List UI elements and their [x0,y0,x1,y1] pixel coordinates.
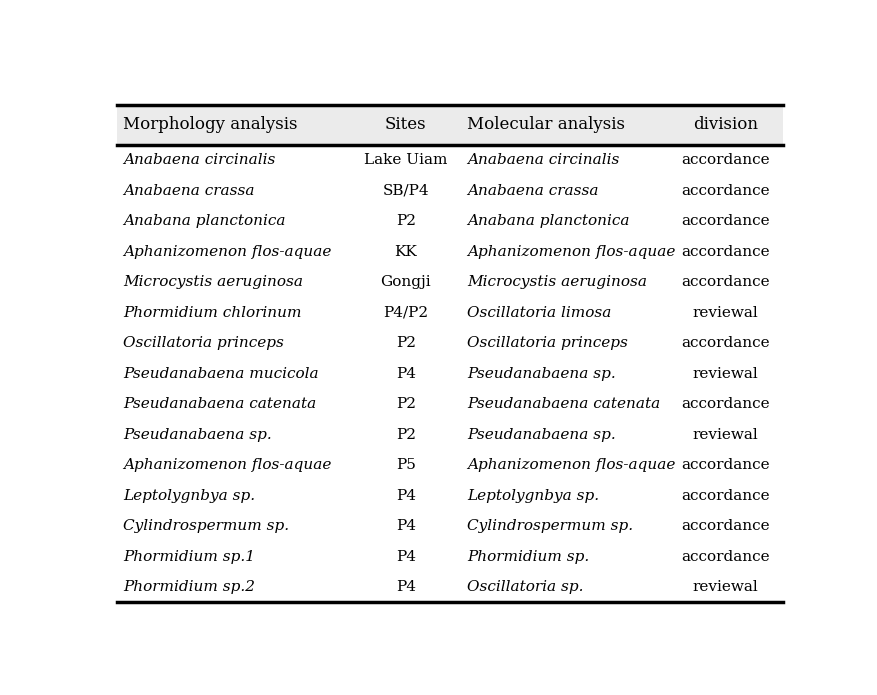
Text: Sites: Sites [384,116,426,133]
Text: KK: KK [394,245,417,259]
Text: Oscillatoria limosa: Oscillatoria limosa [467,306,610,320]
Text: Oscillatoria sp.: Oscillatoria sp. [467,580,583,594]
Text: P2: P2 [396,398,416,411]
Text: accordance: accordance [681,153,769,167]
Text: Microcystis aeruginosa: Microcystis aeruginosa [467,275,646,289]
Text: accordance: accordance [681,519,769,533]
Text: accordance: accordance [681,275,769,289]
Text: reviewal: reviewal [692,580,758,594]
Text: Morphology analysis: Morphology analysis [123,116,297,133]
Text: Anabaena circinalis: Anabaena circinalis [123,153,275,167]
Text: Cylindrospermum sp.: Cylindrospermum sp. [467,519,632,533]
Text: P4: P4 [396,367,416,381]
Text: Pseudanabaena sp.: Pseudanabaena sp. [123,427,272,442]
Text: Aphanizomenon flos-aquae: Aphanizomenon flos-aquae [467,245,674,259]
Text: P4: P4 [396,519,416,533]
Text: Oscillatoria princeps: Oscillatoria princeps [123,336,284,350]
Text: Phormidium sp.1: Phormidium sp.1 [123,550,255,564]
Text: Pseudanabaena sp.: Pseudanabaena sp. [467,427,615,442]
Text: Anabana planctonica: Anabana planctonica [467,214,629,228]
Text: P2: P2 [396,336,416,350]
Text: Gongji: Gongji [380,275,431,289]
Text: accordance: accordance [681,398,769,411]
Text: Pseudanabaena catenata: Pseudanabaena catenata [467,398,660,411]
Text: Oscillatoria princeps: Oscillatoria princeps [467,336,627,350]
Text: P2: P2 [396,214,416,228]
Text: division: division [692,116,757,133]
Bar [117,105,782,145]
Text: accordance: accordance [681,336,769,350]
Text: accordance: accordance [681,550,769,564]
Text: accordance: accordance [681,214,769,228]
Text: P5: P5 [396,458,415,472]
Text: Leptolygnbya sp.: Leptolygnbya sp. [123,489,255,502]
Text: Anabaena crassa: Anabaena crassa [467,183,598,197]
Text: Anabaena circinalis: Anabaena circinalis [467,153,618,167]
Text: reviewal: reviewal [692,427,758,442]
Text: accordance: accordance [681,489,769,502]
Text: Aphanizomenon flos-aquae: Aphanizomenon flos-aquae [123,245,332,259]
Text: Phormidium sp.2: Phormidium sp.2 [123,580,255,594]
Text: Pseudanabaena sp.: Pseudanabaena sp. [467,367,615,381]
Text: Anabana planctonica: Anabana planctonica [123,214,286,228]
Text: SB/P4: SB/P4 [382,183,429,197]
Text: Aphanizomenon flos-aquae: Aphanizomenon flos-aquae [467,458,674,472]
Text: Pseudanabaena mucicola: Pseudanabaena mucicola [123,367,318,381]
Text: accordance: accordance [681,183,769,197]
Text: Aphanizomenon flos-aquae: Aphanizomenon flos-aquae [123,458,332,472]
Text: P4: P4 [396,550,416,564]
Text: reviewal: reviewal [692,306,758,320]
Text: Anabaena crassa: Anabaena crassa [123,183,254,197]
Text: Lake Uiam: Lake Uiam [364,153,447,167]
Text: P4: P4 [396,580,416,594]
Text: Cylindrospermum sp.: Cylindrospermum sp. [123,519,289,533]
Text: P4/P2: P4/P2 [382,306,428,320]
Text: Microcystis aeruginosa: Microcystis aeruginosa [123,275,303,289]
Text: Leptolygnbya sp.: Leptolygnbya sp. [467,489,598,502]
Text: Pseudanabaena catenata: Pseudanabaena catenata [123,398,317,411]
Text: P2: P2 [396,427,416,442]
Text: P4: P4 [396,489,416,502]
Text: accordance: accordance [681,245,769,259]
Text: accordance: accordance [681,458,769,472]
Text: Molecular analysis: Molecular analysis [467,116,624,133]
Text: Phormidium chlorinum: Phormidium chlorinum [123,306,302,320]
Text: Phormidium sp.: Phormidium sp. [467,550,588,564]
Text: reviewal: reviewal [692,367,758,381]
